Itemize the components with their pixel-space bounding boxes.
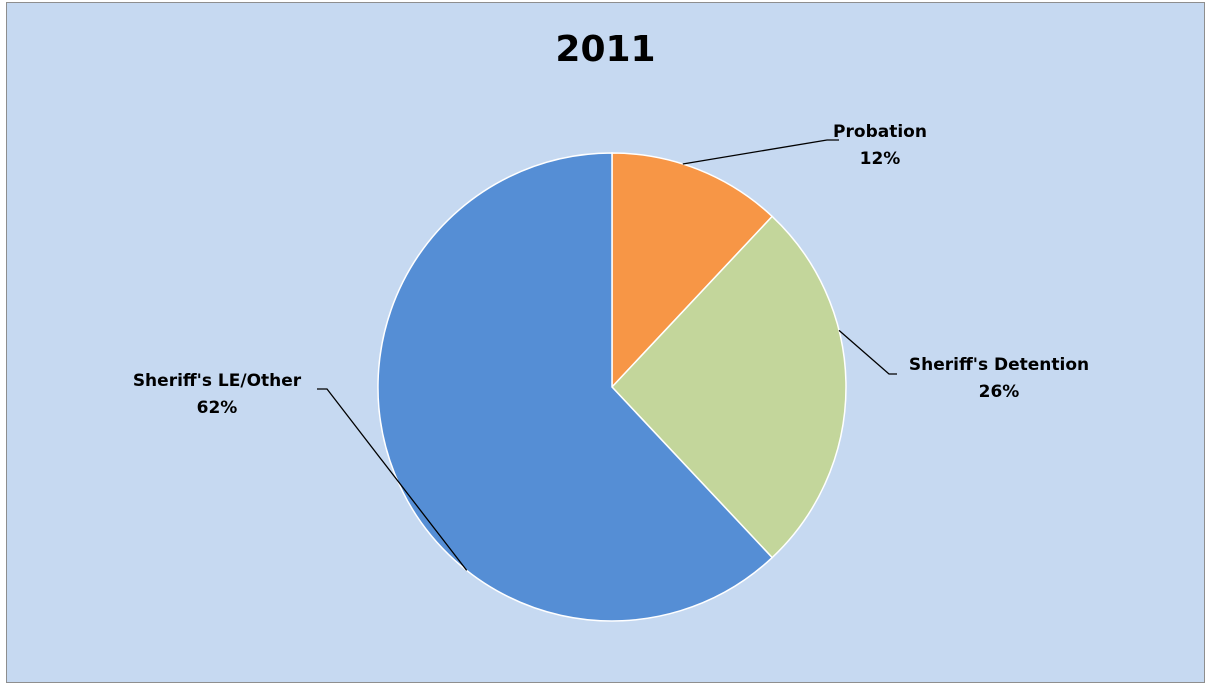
category-label: Sheriff's LE/Other <box>132 371 302 391</box>
category-label: Sheriff's Detention <box>908 355 1090 375</box>
leader-line-sheriff-s-detention <box>838 329 897 375</box>
data-label-sheriffs-detention: Sheriff's Detention 26% <box>879 352 1119 406</box>
data-label-probation: Probation 12% <box>785 119 975 173</box>
chart-title: 2011 <box>555 29 656 70</box>
pie-slice-probation <box>611 152 774 389</box>
pie-slice-sheriff-s-le-other <box>377 152 774 622</box>
data-label-sheriffs-le-other: Sheriff's LE/Other 62% <box>102 368 332 422</box>
value-label: 12% <box>859 149 901 169</box>
leader-line-probation <box>682 139 839 165</box>
pie-chart <box>317 139 897 622</box>
category-label: Probation <box>833 122 927 142</box>
pie-slice-sheriff-s-detention <box>610 215 847 559</box>
value-label: 62% <box>196 398 238 418</box>
chart-area: 2011 Probation 12% Sheriff's Detention 2… <box>6 2 1205 683</box>
value-label: 26% <box>978 382 1020 402</box>
leader-line-sheriff-s-le-other <box>317 388 468 571</box>
